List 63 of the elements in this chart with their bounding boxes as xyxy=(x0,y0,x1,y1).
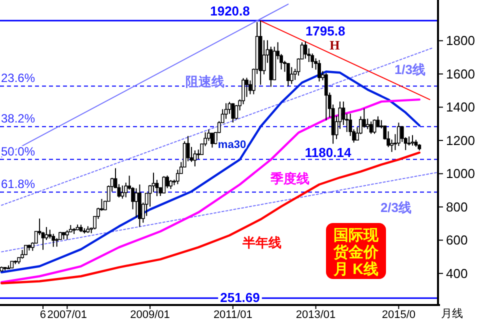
xtick: 6 xyxy=(40,309,46,320)
ytick: 800 xyxy=(446,199,468,214)
candlestick xyxy=(248,80,252,95)
candlestick xyxy=(366,118,370,130)
candlestick xyxy=(410,134,414,146)
series-label: 1/3线 xyxy=(394,62,426,77)
candlestick xyxy=(286,62,290,87)
title: 国际现货金价月 K线 xyxy=(326,223,386,279)
candlestick xyxy=(44,226,48,241)
annotation: 61.8% xyxy=(1,177,36,192)
candlestick xyxy=(134,188,138,218)
candlestick xyxy=(369,121,373,134)
xtick: 2013/01 xyxy=(296,309,336,320)
candlestick xyxy=(262,40,266,75)
candlestick xyxy=(210,132,214,148)
series-label: 季度线 xyxy=(270,171,310,186)
ytick: 1800 xyxy=(446,33,475,48)
ytick: 1400 xyxy=(446,100,475,115)
ytick: 1200 xyxy=(446,132,475,148)
candlestick xyxy=(204,132,207,147)
ytick: 400 xyxy=(446,266,468,281)
annotation: 1795.8 xyxy=(305,23,346,38)
ytick: 1600 xyxy=(446,66,475,82)
candlestick xyxy=(231,102,235,123)
series-label: 2/3线 xyxy=(380,200,412,215)
candlestick xyxy=(318,60,321,82)
xlabel: 月线 xyxy=(441,308,463,320)
candlestick xyxy=(52,233,56,248)
annotation: 23.6% xyxy=(1,71,36,86)
candlestick xyxy=(141,202,145,224)
ref-label: 251.69 xyxy=(220,290,260,306)
candlestick xyxy=(245,77,248,98)
xtick: 2015/0 xyxy=(382,309,416,320)
candlestick xyxy=(166,175,170,189)
candlestick xyxy=(362,108,366,128)
candlestick xyxy=(300,42,304,60)
candlestick xyxy=(386,130,390,148)
annotation: 1180.14 xyxy=(304,144,352,160)
ytick: 600 xyxy=(446,232,468,248)
candlestick xyxy=(304,40,308,60)
candlestick xyxy=(110,177,114,192)
xtick: 2009/01 xyxy=(130,309,170,320)
series-label: 阻速线 xyxy=(186,74,224,89)
candlestick xyxy=(196,149,200,160)
ref-label: 1920.8 xyxy=(210,4,250,19)
candlestick xyxy=(290,66,294,84)
series-label: ma30 xyxy=(218,139,246,151)
candlestick xyxy=(324,72,328,121)
candlestick xyxy=(293,68,297,80)
candlestick xyxy=(65,230,69,240)
series-label: 半年线 xyxy=(242,235,282,250)
xtick: 2011/01 xyxy=(213,309,252,320)
candlestick xyxy=(120,184,124,200)
annotation: H xyxy=(330,38,340,53)
candlestick xyxy=(176,169,180,185)
ytick: 1000 xyxy=(446,166,475,182)
candlestick xyxy=(193,150,197,167)
candlestick xyxy=(396,122,400,146)
candlestick xyxy=(296,58,300,76)
candlestick xyxy=(321,70,324,81)
candlestick xyxy=(100,198,104,212)
annotation: 38.2% xyxy=(1,112,36,126)
xtick: 2007/01 xyxy=(47,309,88,320)
